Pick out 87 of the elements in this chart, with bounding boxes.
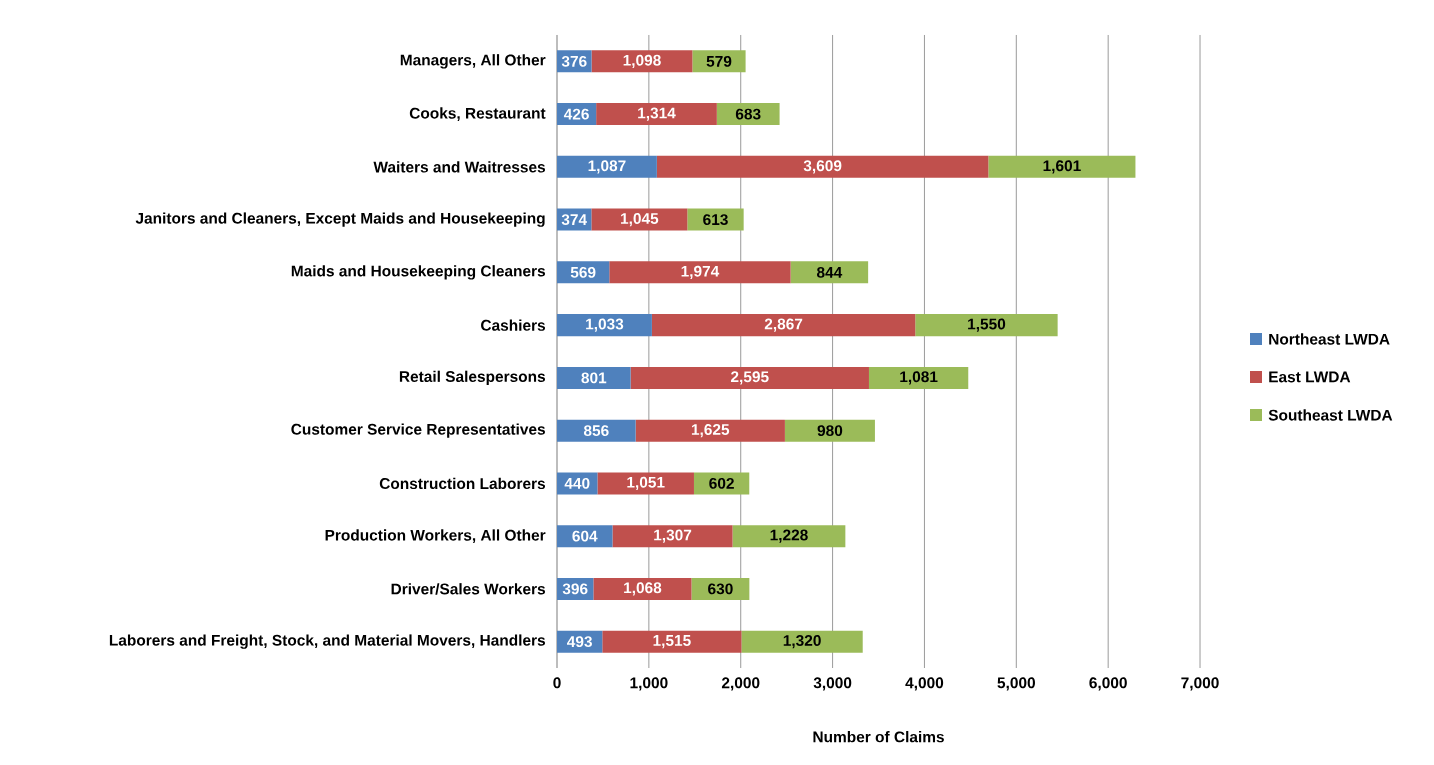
data-label: 2,867: [764, 318, 803, 332]
bar: [609, 261, 791, 284]
x-tick-label: 3,000: [813, 677, 852, 691]
bar: [602, 630, 742, 653]
bar: [692, 50, 746, 73]
data-label: 683: [735, 108, 761, 120]
y-tick-label: Janitors and Cleaners, Except Maids and Housekeeping: [135, 212, 545, 227]
x-tick-label: 1,000: [630, 677, 668, 691]
bar: [635, 419, 785, 442]
data-label: 1,087: [588, 160, 626, 174]
data-label: 1,974: [681, 265, 720, 279]
data-label: 440: [564, 477, 590, 489]
data-label: 1,625: [691, 424, 730, 438]
data-label: 1,033: [586, 318, 624, 332]
data-label: 376: [561, 55, 587, 67]
data-label: 493: [567, 636, 592, 648]
data-label: 1,098: [623, 54, 661, 68]
data-label: 1,228: [770, 529, 808, 543]
bar: [732, 525, 846, 548]
x-tick-label: 2,000: [721, 677, 760, 691]
bar: [651, 314, 916, 337]
bar: [687, 208, 744, 231]
data-label: 1,307: [654, 529, 692, 543]
data-label: 602: [709, 477, 734, 489]
data-label: 3,609: [803, 160, 842, 174]
bar: [591, 50, 693, 73]
bar: [784, 419, 875, 442]
bar: [790, 261, 869, 284]
bar: [988, 155, 1136, 178]
data-label: 426: [563, 108, 589, 120]
legend-label: Northeast LWDA: [1269, 333, 1390, 345]
bar: [593, 577, 692, 600]
y-tick-label: Waiters and Waitresses: [373, 161, 546, 173]
bar: [591, 208, 688, 231]
bar: [630, 366, 869, 389]
bar: [612, 525, 733, 548]
y-tick-label: Customer Service Representatives: [291, 423, 545, 438]
y-tick-label: Managers, All Other: [400, 54, 546, 69]
data-label: 569: [570, 266, 596, 278]
data-label: 1,601: [1043, 160, 1081, 174]
bar: [716, 103, 780, 126]
data-label: 630: [708, 583, 733, 595]
y-tick-label: Cashiers: [481, 319, 546, 331]
y-tick-label: Construction Laborers: [379, 477, 546, 490]
x-tick-label: 4,000: [905, 677, 944, 691]
data-label: 396: [562, 583, 588, 595]
x-tick-label: 7,000: [1181, 677, 1219, 691]
bar: [557, 314, 652, 337]
data-label: 1,314: [638, 107, 676, 121]
bar: [656, 155, 989, 178]
bar: [557, 419, 636, 442]
data-label: 856: [583, 425, 609, 437]
bar: [596, 103, 717, 126]
data-label: 1,550: [968, 318, 1006, 332]
bar: [597, 472, 694, 495]
y-tick-label: Cooks, Restaurant: [409, 107, 546, 121]
legend-label: East LWDA: [1269, 371, 1351, 383]
data-label: 604: [572, 530, 598, 542]
bar: [915, 314, 1058, 337]
y-tick-label: Driver/Sales Workers: [391, 583, 546, 595]
data-label: 1,320: [783, 635, 821, 649]
bar: [691, 577, 750, 600]
data-label: 844: [816, 266, 843, 278]
x-tick-label: 0: [553, 677, 561, 689]
legend-label: Southeast LWDA: [1268, 409, 1393, 421]
x-axis-title: Number of Claims: [813, 731, 944, 743]
data-label: 1,045: [621, 213, 659, 227]
data-label: 1,515: [653, 635, 691, 649]
y-tick-label: Production Workers, All Other: [325, 529, 546, 543]
bar: [557, 155, 657, 178]
y-tick-label: Laborers and Freight, Stock, and Material Movers, Handlers: [109, 634, 546, 649]
data-label: 1,081: [900, 371, 938, 385]
bar: [868, 366, 969, 389]
data-label: 613: [703, 214, 728, 226]
y-tick-label: Retail Salespersons: [399, 370, 546, 386]
data-label: 2,595: [730, 371, 769, 385]
x-tick-label: 5,000: [997, 677, 1035, 691]
data-label: 374: [561, 214, 587, 226]
data-label: 980: [817, 425, 843, 437]
bar: [557, 366, 631, 389]
x-tick-label: 6,000: [1089, 677, 1127, 691]
bar: [741, 630, 863, 653]
data-label: 1,068: [624, 582, 662, 596]
data-label: 801: [581, 372, 607, 384]
data-label: 579: [706, 55, 732, 67]
y-tick-label: Maids and Housekeeping Cleaners: [291, 265, 546, 280]
data-label: 1,051: [627, 476, 665, 490]
